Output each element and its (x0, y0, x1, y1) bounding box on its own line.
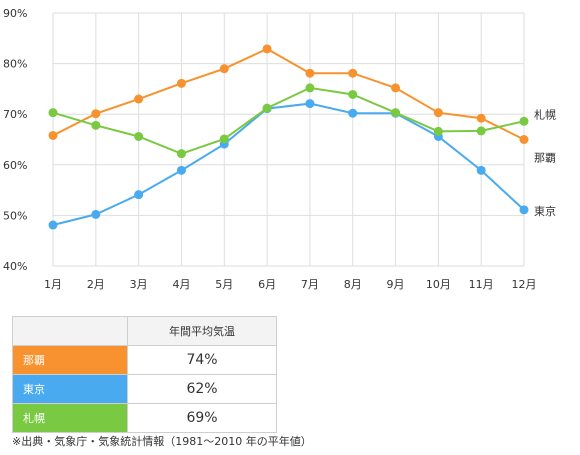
data-point (219, 134, 229, 144)
x-tick-label: 7月 (301, 278, 319, 291)
data-point (519, 135, 529, 144)
data-point (305, 68, 315, 78)
x-tick-label: 6月 (258, 278, 276, 291)
summary-table: 年間平均気温 那覇 74% 東京 62% 札幌 69% (12, 316, 277, 433)
summary-row-name: 札幌 (12, 403, 128, 433)
x-tick-label: 1月 (44, 278, 62, 291)
x-tick-label: 10月 (426, 278, 451, 291)
data-point (91, 120, 101, 130)
summary-header: 年間平均気温 (127, 316, 277, 346)
data-point (262, 44, 272, 54)
summary-header-row: 年間平均気温 (12, 316, 277, 346)
summary-row: 東京 62% (12, 374, 277, 404)
line-chart: 40% 50% 60% 70% 80% 90% 1月 2月 3月 4月 5月 6月 7月 8月 9月 10月 1… (3, 7, 556, 291)
data-point (134, 94, 144, 104)
series-line (52, 47, 525, 141)
data-point (519, 205, 529, 215)
data-point (134, 190, 144, 200)
data-point (391, 83, 401, 93)
data-point (176, 78, 186, 88)
data-point (476, 126, 486, 136)
series-end-label: 那覇 (534, 152, 556, 165)
y-tick-label: 90% (3, 7, 27, 20)
source-footnote: ※出典・気象庁・気象統計情報（1981〜2010 年の平年値） (12, 435, 312, 448)
label-layer: 40% 50% 60% 70% 80% 90% 1月 2月 3月 4月 5月 6月 7月 8月 9月 10月 1… (3, 7, 556, 291)
data-point (348, 89, 358, 99)
summary-row-name: 東京 (12, 374, 128, 404)
summary-row: 那覇 74% (12, 345, 277, 375)
data-point (476, 165, 486, 175)
x-tick-label: 4月 (172, 278, 190, 291)
data-point (348, 68, 358, 78)
series-line (52, 86, 525, 155)
series-line (52, 102, 525, 226)
y-tick-label: 50% (3, 209, 27, 222)
x-tick-label: 2月 (87, 278, 105, 291)
data-point (48, 130, 58, 140)
data-point (262, 103, 272, 113)
data-point (176, 149, 186, 159)
series-layer (48, 44, 529, 230)
data-point (91, 109, 101, 119)
data-point (176, 165, 186, 175)
x-tick-label: 8月 (344, 278, 362, 291)
data-point (433, 108, 443, 118)
data-point (91, 209, 101, 219)
summary-row: 札幌 69% (12, 403, 277, 433)
x-tick-label: 3月 (130, 278, 148, 291)
data-point (348, 108, 358, 118)
x-tick-label: 12月 (512, 278, 537, 291)
y-tick-label: 40% (3, 260, 27, 273)
data-point (519, 116, 529, 126)
data-point (305, 99, 315, 109)
summary-row-name: 那覇 (12, 345, 128, 375)
summary-row-value: 74% (127, 345, 277, 375)
data-point (48, 220, 58, 230)
data-point (48, 108, 58, 118)
series-end-label: 札幌 (534, 107, 556, 121)
data-point (219, 64, 229, 74)
x-tick-label: 11月 (469, 278, 494, 291)
series-end-label: 東京 (534, 204, 556, 218)
grid-layer (52, 12, 525, 267)
summary-row-value: 62% (127, 374, 277, 404)
summary-corner-cell (12, 316, 128, 346)
data-point (433, 126, 443, 136)
x-tick-label: 5月 (215, 278, 233, 291)
summary-row-value: 69% (127, 403, 277, 433)
y-tick-label: 70% (3, 108, 27, 121)
data-point (391, 108, 401, 118)
y-tick-label: 60% (3, 159, 27, 172)
data-point (305, 83, 315, 93)
y-tick-label: 80% (3, 58, 27, 71)
data-point (134, 131, 144, 141)
x-tick-label: 9月 (387, 278, 405, 291)
data-point (476, 113, 486, 123)
